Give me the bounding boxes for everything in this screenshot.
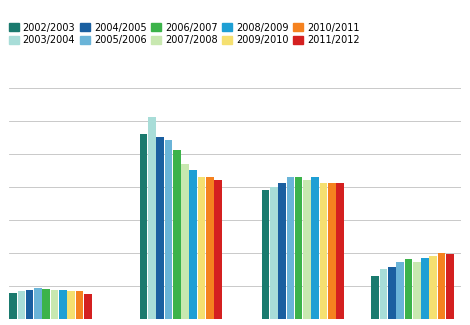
- Bar: [157, 137, 164, 318]
- Bar: [413, 263, 421, 318]
- Bar: [164, 140, 172, 318]
- Legend: 2002/2003, 2003/2004, 2004/2005, 2005/2006, 2006/2007, 2007/2008, 2008/2009, 200: 2002/2003, 2003/2004, 2004/2005, 2005/20…: [5, 19, 363, 49]
- Bar: [51, 290, 58, 318]
- Bar: [140, 134, 148, 318]
- Bar: [396, 263, 404, 318]
- Bar: [380, 269, 387, 318]
- Bar: [26, 290, 33, 318]
- Bar: [181, 163, 189, 318]
- Bar: [430, 256, 437, 318]
- Bar: [337, 183, 344, 318]
- Bar: [76, 292, 83, 318]
- Bar: [328, 183, 336, 318]
- Bar: [388, 267, 396, 318]
- Bar: [371, 276, 379, 318]
- Bar: [67, 292, 75, 318]
- Bar: [84, 294, 92, 318]
- Bar: [287, 177, 294, 318]
- Bar: [438, 253, 446, 318]
- Bar: [34, 288, 42, 318]
- Bar: [148, 117, 156, 318]
- Bar: [173, 150, 180, 318]
- Bar: [198, 177, 205, 318]
- Bar: [9, 293, 17, 318]
- Bar: [206, 177, 214, 318]
- Bar: [17, 291, 25, 318]
- Bar: [42, 289, 50, 318]
- Bar: [405, 259, 412, 318]
- Bar: [312, 177, 319, 318]
- Bar: [214, 180, 222, 318]
- Bar: [446, 254, 454, 318]
- Bar: [303, 180, 311, 318]
- Bar: [278, 183, 286, 318]
- Bar: [320, 183, 327, 318]
- Bar: [59, 290, 67, 318]
- Bar: [421, 258, 429, 318]
- Bar: [295, 177, 303, 318]
- Bar: [262, 190, 269, 318]
- Bar: [189, 170, 197, 318]
- Bar: [270, 187, 278, 318]
